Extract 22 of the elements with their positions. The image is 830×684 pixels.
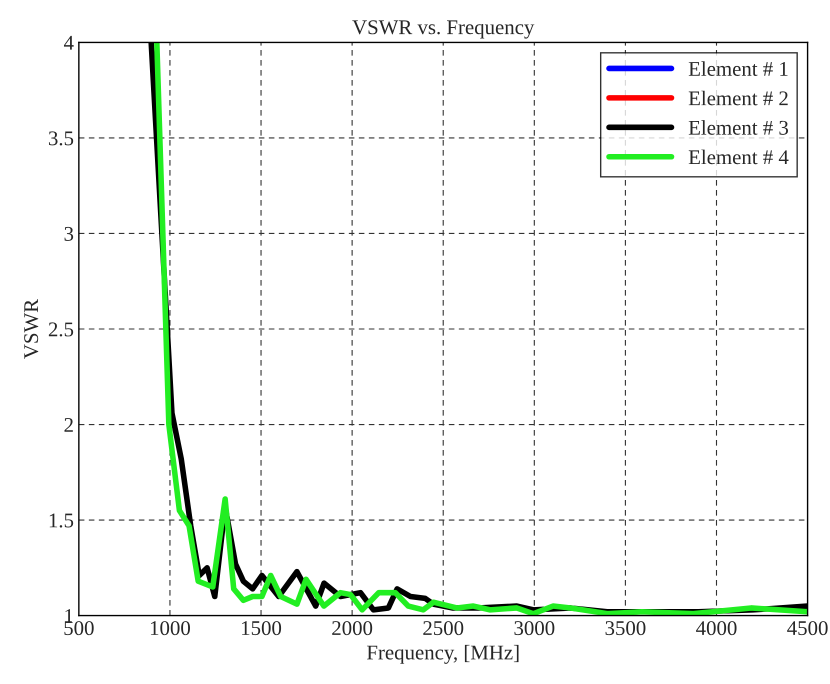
legend-label: Element # 4 (688, 150, 789, 164)
x-tick-label: 2000 (332, 621, 372, 636)
y-tick-label: 1.5 (50, 514, 74, 528)
x-tick-label: 3000 (514, 621, 554, 636)
y-tick-label: 3.5 (48, 131, 74, 146)
y-axis-title: VSWR (24, 298, 38, 359)
y-tick-label: 4 (64, 36, 74, 50)
x-axis-title: Frequency, [MHz] (366, 644, 519, 664)
y-tick-label: 2.5 (48, 322, 74, 337)
legend-label: Element # 1 (688, 61, 788, 76)
x-tick-label: 4500 (787, 621, 828, 636)
legend-label: Element # 3 (688, 120, 788, 135)
y-tick-label: 2 (64, 418, 73, 432)
x-tick-label: 2500 (423, 621, 464, 636)
chart-title: VSWR vs. Frequency (352, 20, 534, 39)
y-tick-label: 3 (64, 226, 74, 241)
x-tick-label: 3500 (606, 621, 646, 636)
legend-label: Element # 2 (688, 90, 788, 106)
x-tick-label: 500 (64, 621, 94, 636)
x-tick-label: 4000 (696, 621, 737, 636)
x-tick-label: 1000 (150, 621, 190, 636)
x-tick-label: 1500 (242, 621, 282, 636)
